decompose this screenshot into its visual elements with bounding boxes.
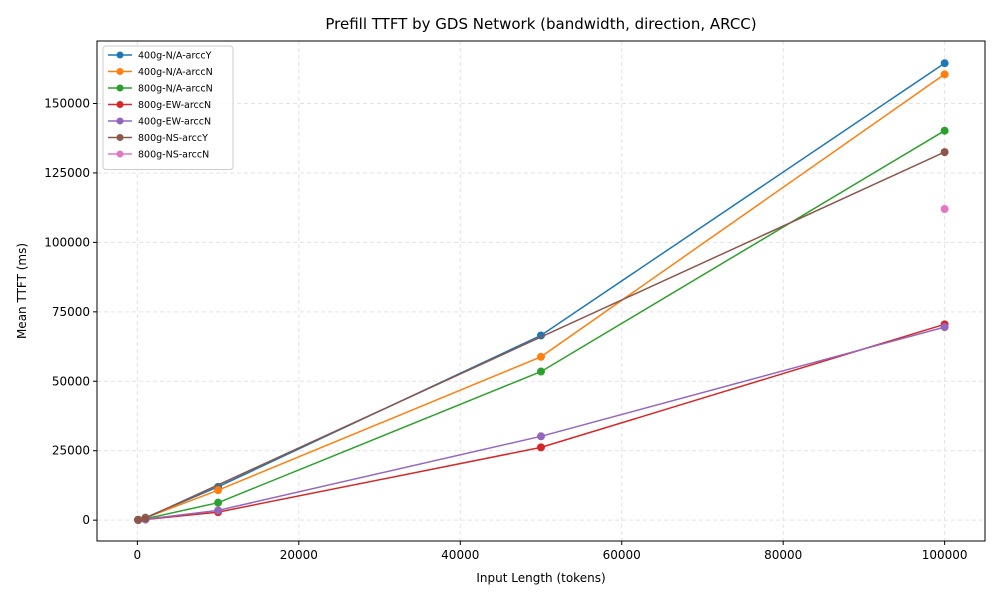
x-axis-label: Input Length (tokens) [476, 571, 605, 585]
x-tick-label: 20000 [280, 548, 318, 562]
data-point [537, 443, 545, 452]
chart-title: Prefill TTFT by GDS Network (bandwidth, … [325, 15, 756, 33]
y-tick-label: 150000 [44, 97, 90, 111]
y-tick-label: 0 [82, 513, 90, 527]
x-tick-label: 80000 [764, 548, 802, 562]
x-tick-label: 60000 [603, 548, 641, 562]
axis-ticks: 0 20000 40000 60000 80000 100000 0 25000 50000 75… [44, 97, 967, 563]
y-tick-label: 125000 [44, 166, 90, 180]
legend-entry: 800g-N/A-arccN [108, 84, 213, 95]
data-point [940, 205, 949, 214]
legend-marker [116, 51, 124, 59]
data-point [214, 486, 223, 495]
y-axis-label: Mean TTFT (ms) [15, 243, 29, 339]
data-point [537, 367, 545, 376]
legend-entry: 800g-EW-arccN [108, 100, 211, 111]
legend: 400g-N/A-arccY 400g-N/A-arccN 800g-N/A-arc… [102, 45, 234, 170]
series-2 [134, 126, 949, 524]
legend-label: 800g-EW-arccN [138, 100, 211, 111]
data-point [134, 515, 143, 524]
data-point [214, 506, 223, 515]
legend-label: 800g-NS-arccN [138, 150, 209, 161]
series-6 [940, 205, 949, 214]
data-point [940, 126, 949, 135]
y-tick-label: 50000 [52, 374, 90, 388]
series-line [138, 73, 946, 521]
legend-marker [116, 134, 124, 141]
series-5 [134, 148, 949, 524]
y-tick-label: 25000 [52, 444, 90, 458]
y-tick-label: 75000 [52, 305, 90, 319]
legend-marker [116, 101, 124, 108]
x-tick-label: 100000 [922, 548, 968, 562]
y-tick-label: 100000 [44, 235, 90, 249]
series-line [138, 130, 945, 521]
series-line [138, 151, 945, 521]
legend-entry: 400g-EW-arccN [108, 117, 211, 128]
legend-label: 800g-NS-arccY [138, 133, 208, 144]
series-1 [134, 70, 949, 524]
series-3 [134, 320, 949, 524]
legend-marker [116, 117, 124, 125]
legend-marker [116, 84, 124, 92]
legend-entry: 800g-NS-arccY [108, 133, 208, 144]
legend-marker [116, 68, 124, 75]
legend-entry: 800g-NS-arccN [108, 150, 209, 161]
legend-entry: 400g-N/A-arccY [108, 51, 212, 62]
legend-marker [116, 150, 124, 158]
legend-box [102, 45, 234, 170]
legend-label: 400g-N/A-arccN [138, 67, 213, 78]
x-tick-label: 0 [134, 548, 142, 562]
x-tick-label: 40000 [441, 548, 479, 562]
data-point [141, 514, 150, 523]
data-point [537, 432, 545, 441]
data-point [214, 498, 223, 507]
legend-label: 800g-N/A-arccN [138, 84, 213, 95]
data-point [940, 148, 949, 157]
data-point [537, 352, 545, 361]
series-layer [134, 59, 949, 524]
series-0 [134, 59, 949, 524]
data-point [940, 323, 949, 332]
plot-frame [96, 40, 986, 542]
legend-label: 400g-EW-arccN [138, 117, 211, 128]
legend-entry: 400g-N/A-arccN [108, 67, 213, 78]
legend-label: 400g-N/A-arccY [138, 51, 212, 62]
data-point [940, 70, 949, 79]
data-point [940, 59, 949, 68]
